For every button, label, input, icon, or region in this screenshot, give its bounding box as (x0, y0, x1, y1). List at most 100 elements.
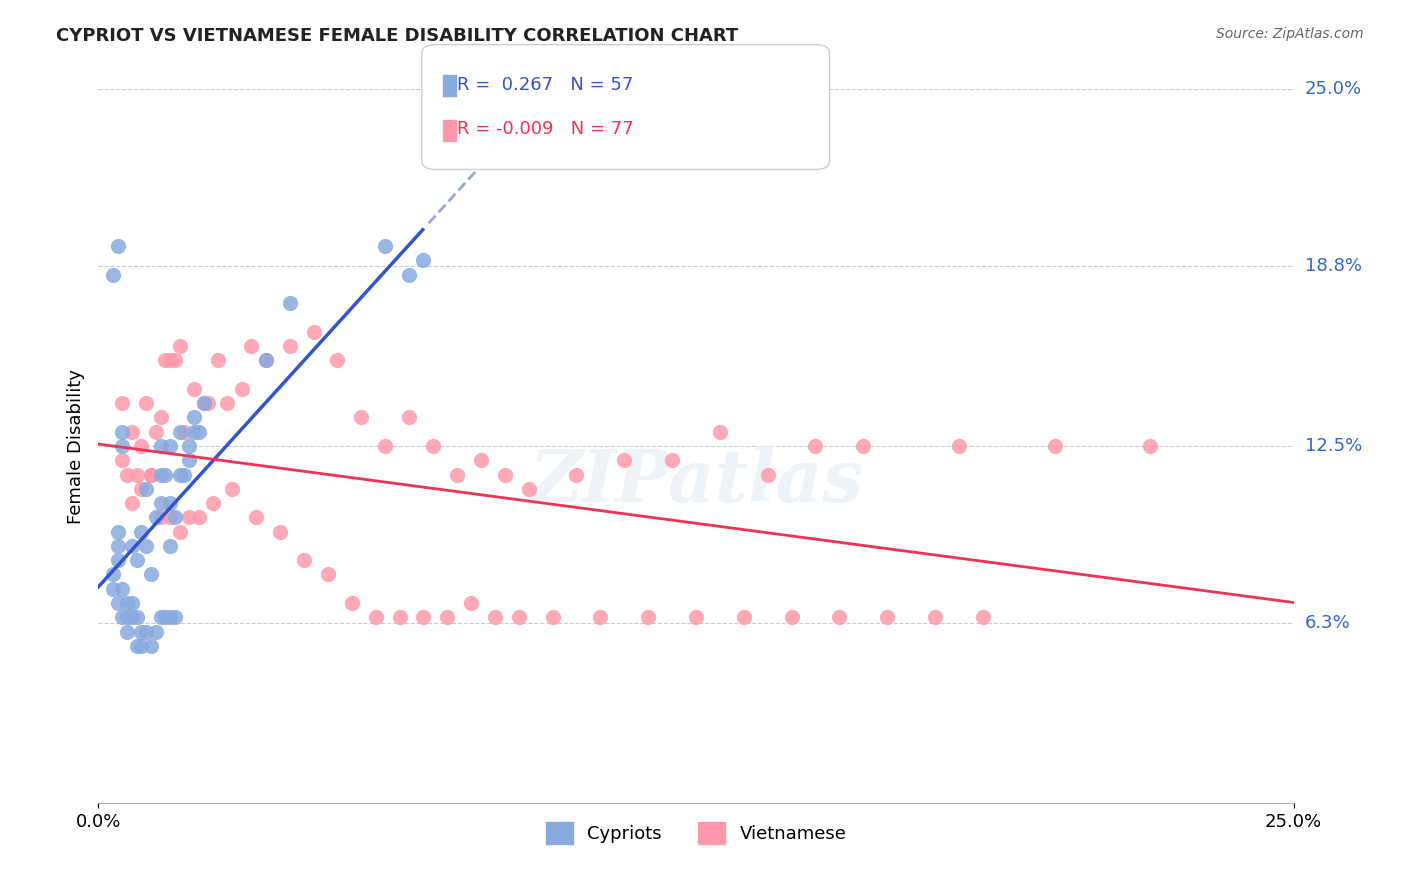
Point (131, 482, 153, 496)
Point (924, 610, 946, 624)
Point (193, 396, 215, 410)
Point (107, 239, 129, 253)
Point (269, 524, 291, 539)
Point (121, 425, 143, 439)
Point (169, 524, 191, 539)
Point (115, 467, 138, 482)
Point (254, 353, 277, 368)
Point (326, 353, 349, 368)
Point (155, 353, 177, 368)
Point (145, 425, 167, 439)
Point (613, 453, 636, 467)
Point (179, 439, 201, 453)
Point (364, 610, 387, 624)
Point (159, 610, 181, 624)
Point (149, 467, 172, 482)
Point (101, 567, 124, 582)
Point (374, 239, 396, 253)
Point (207, 353, 229, 368)
Text: 25.0%: 25.0% (1305, 80, 1362, 98)
Point (149, 610, 172, 624)
Point (169, 467, 191, 482)
Point (121, 539, 143, 553)
Point (107, 539, 129, 553)
Point (139, 467, 162, 482)
Point (155, 610, 177, 624)
Text: 12.5%: 12.5% (1305, 437, 1362, 455)
Point (149, 439, 172, 453)
Point (139, 639, 162, 653)
Point (217, 396, 239, 410)
Point (149, 410, 172, 425)
Point (245, 510, 267, 524)
Point (517, 482, 540, 496)
Point (149, 510, 172, 524)
Point (1139, 439, 1161, 453)
Text: ZIPatlas: ZIPatlas (529, 446, 863, 517)
Point (179, 510, 201, 524)
Point (278, 296, 301, 310)
Point (163, 610, 186, 624)
Point (398, 410, 420, 425)
Point (169, 339, 191, 353)
Point (107, 524, 129, 539)
Point (163, 510, 186, 524)
Point (107, 596, 129, 610)
Point (111, 396, 134, 410)
Legend: Cypriots, Vietnamese: Cypriots, Vietnamese (538, 814, 853, 851)
Text: R =  0.267   N = 57: R = 0.267 N = 57 (457, 76, 633, 94)
Point (101, 268, 124, 282)
Point (709, 425, 731, 439)
Point (187, 425, 209, 439)
Point (121, 496, 143, 510)
Point (139, 467, 162, 482)
Point (135, 482, 157, 496)
Point (135, 539, 157, 553)
Point (278, 339, 301, 353)
Point (398, 268, 420, 282)
Point (173, 467, 195, 482)
Point (125, 553, 148, 567)
Point (202, 496, 225, 510)
Point (470, 453, 492, 467)
Point (131, 439, 153, 453)
Point (111, 453, 134, 467)
Point (388, 610, 411, 624)
Point (169, 425, 191, 439)
Point (183, 425, 205, 439)
Point (131, 639, 153, 653)
Text: 18.8%: 18.8% (1305, 257, 1361, 275)
Point (111, 582, 134, 596)
Point (756, 467, 779, 482)
Point (135, 624, 157, 639)
Point (125, 639, 148, 653)
Point (115, 596, 138, 610)
Point (149, 496, 172, 510)
Point (111, 439, 134, 453)
Text: 6.3%: 6.3% (1305, 614, 1350, 632)
Point (107, 553, 129, 567)
Point (221, 482, 243, 496)
Point (159, 510, 181, 524)
Point (484, 610, 506, 624)
Point (131, 524, 153, 539)
Point (733, 610, 755, 624)
Point (159, 353, 181, 368)
Point (187, 510, 209, 524)
Point (197, 396, 219, 410)
Point (131, 624, 153, 639)
Point (948, 439, 970, 453)
Point (541, 610, 564, 624)
Point (115, 624, 138, 639)
Point (661, 453, 683, 467)
Point (183, 382, 205, 396)
Point (852, 439, 875, 453)
Point (804, 439, 827, 453)
Point (876, 610, 898, 624)
Point (637, 610, 659, 624)
Point (145, 510, 167, 524)
Point (302, 325, 325, 339)
Point (565, 467, 588, 482)
Point (155, 467, 177, 482)
Point (460, 596, 482, 610)
